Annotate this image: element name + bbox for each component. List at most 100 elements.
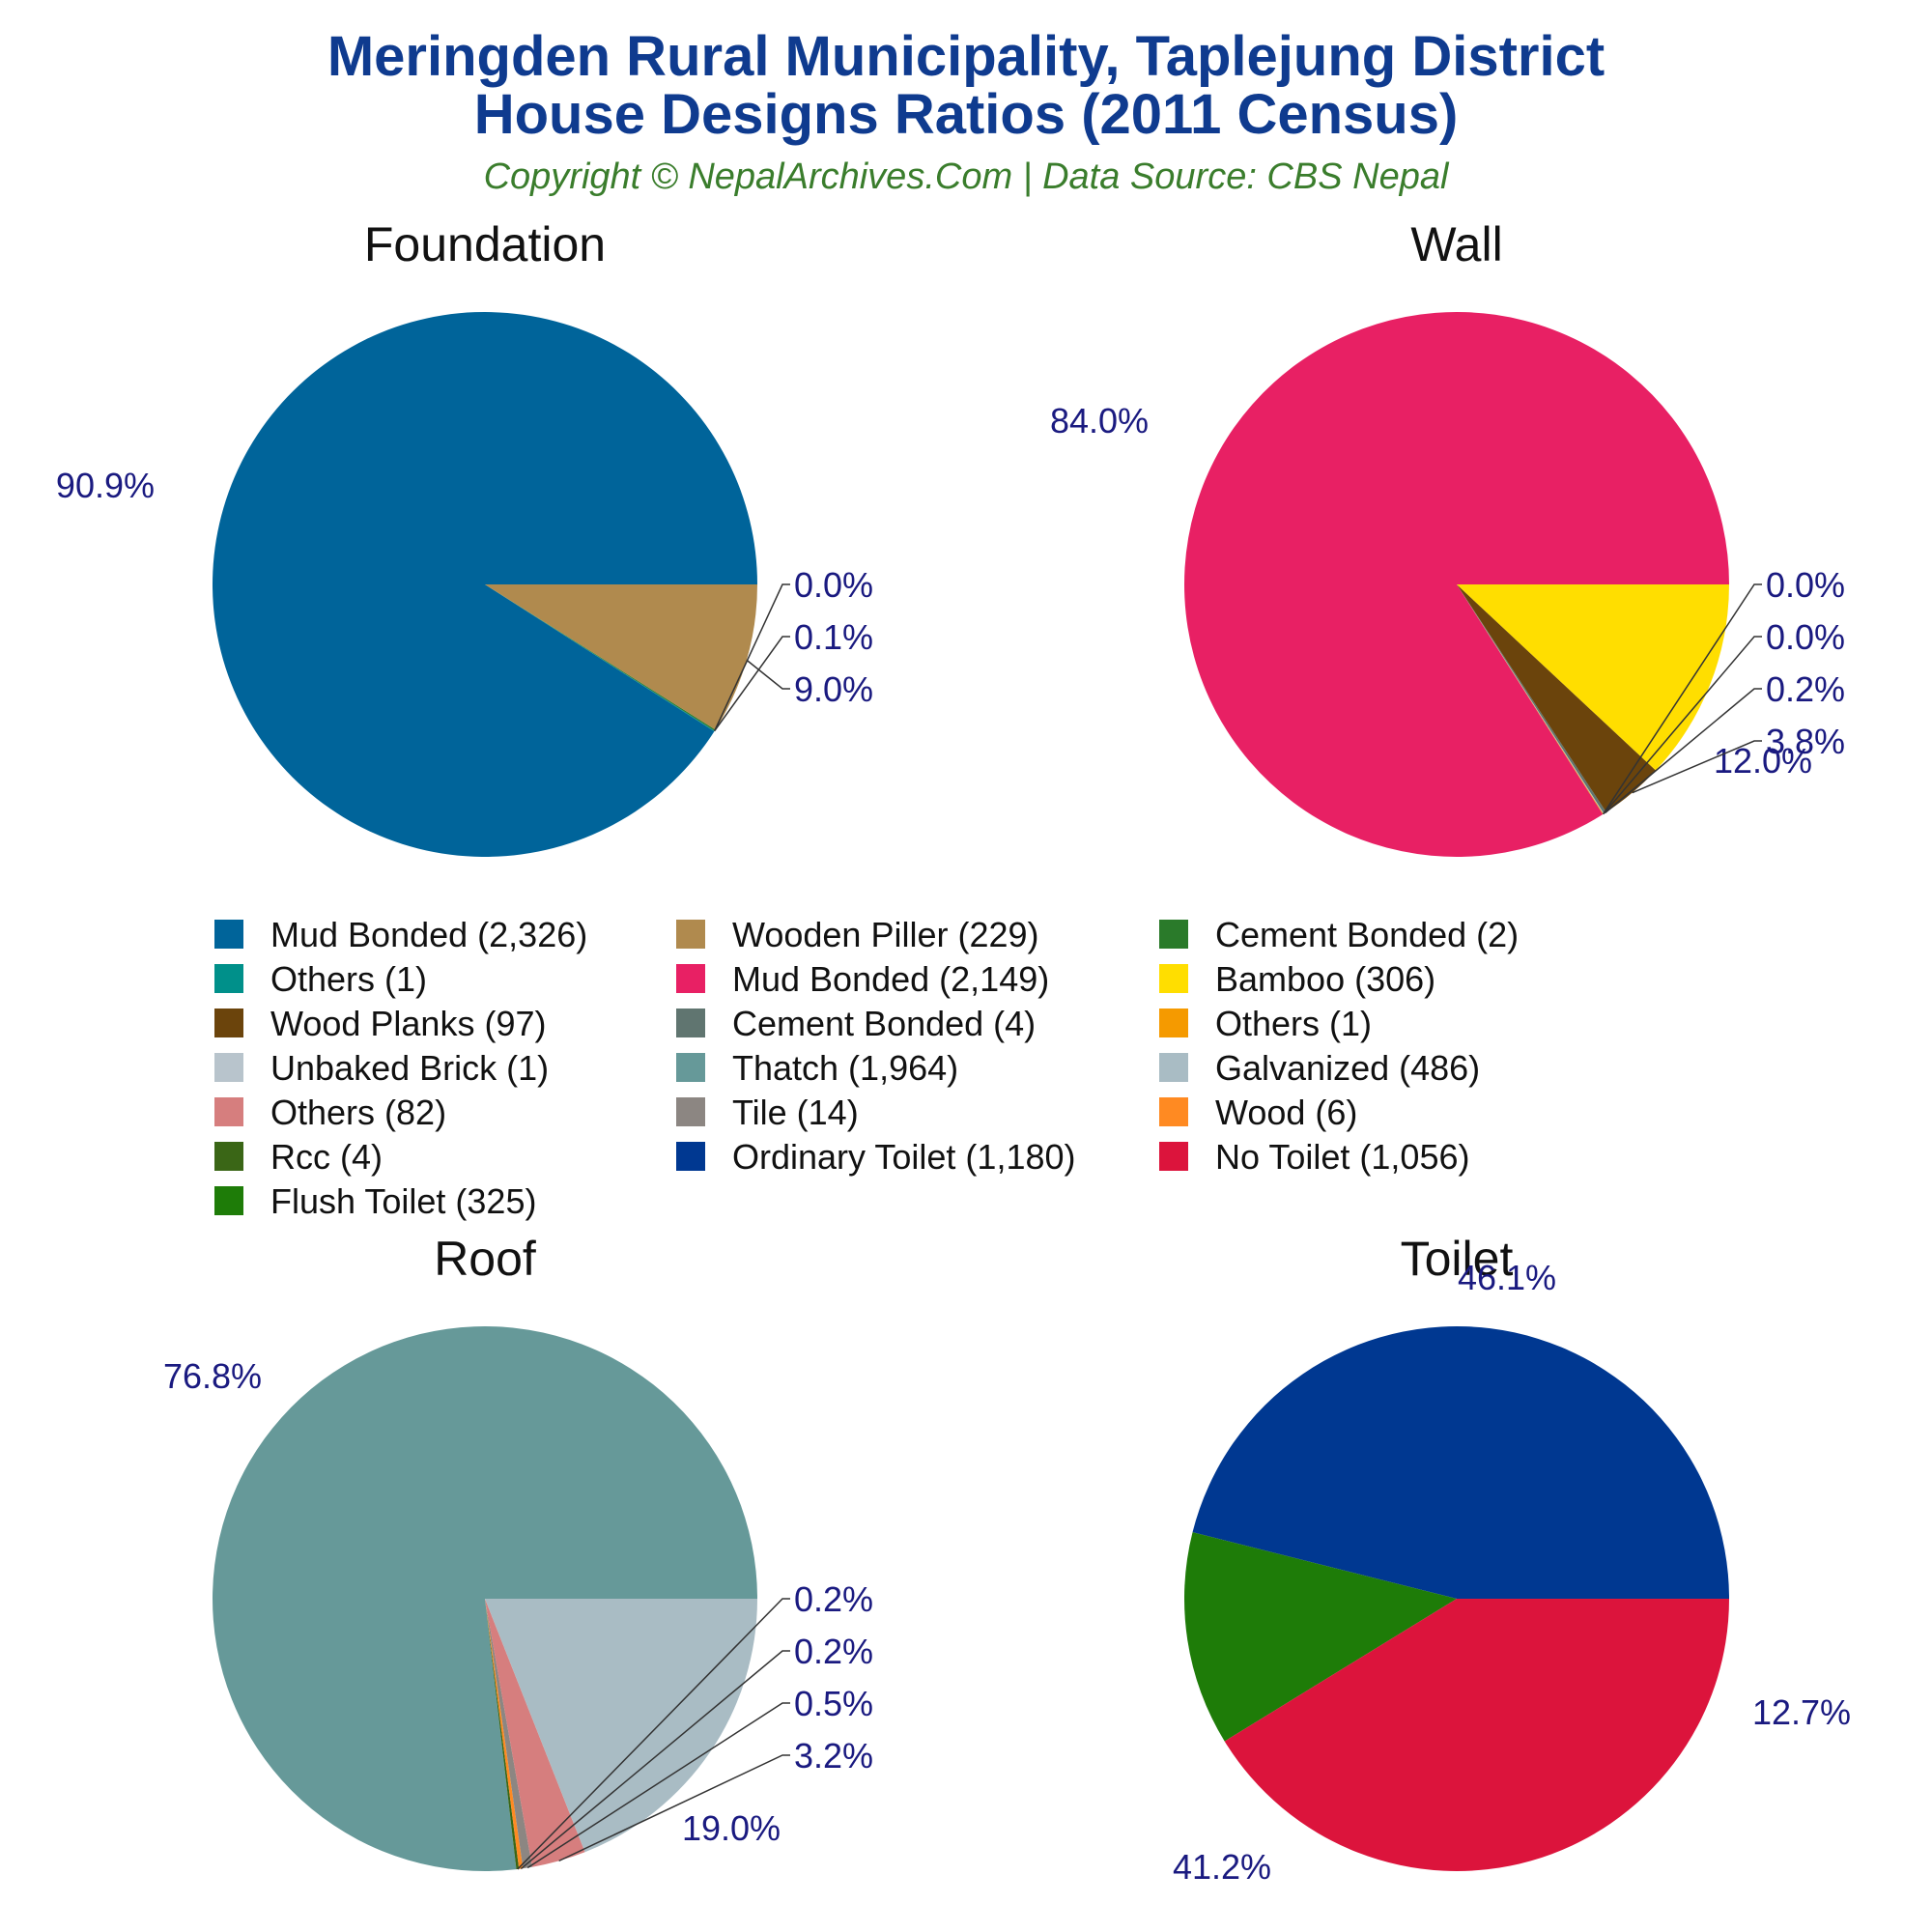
legend: Mud Bonded (2,326) Wooden Piller (229) Cem… (214, 915, 1519, 1221)
legend-label: Others (1) (270, 959, 427, 999)
legend-swatch (1159, 920, 1188, 949)
callout-line-unbaked-brick-1 (1603, 636, 1762, 814)
legend-item-galvanized-486: Galvanized (486) (1159, 1048, 1480, 1088)
pct-label-unbaked-brick-1: 0.0% (1766, 617, 1845, 657)
legend-item-mud-bonded-2-326: Mud Bonded (2,326) (214, 915, 587, 954)
pct-label-wooden-piller-229: 9.0% (794, 669, 873, 709)
pie-wall: 84.0% 12.0% 0.0% 0.0% 0.2% 3.8% (1050, 312, 1845, 858)
legend-swatch (1159, 964, 1188, 993)
pct-label-mud-bonded-2-149: 84.0% (1050, 401, 1149, 440)
legend-swatch (676, 1142, 705, 1171)
legend-swatch (214, 964, 243, 993)
legend-label: Unbaked Brick (1) (270, 1048, 549, 1088)
legend-item-cement-bonded-4: Cement Bonded (4) (676, 1004, 1036, 1043)
legend-label: No Toilet (1,056) (1215, 1137, 1469, 1177)
pct-label-mud-bonded-2-326: 90.9% (56, 466, 155, 505)
pct-label-cement-bonded-4: 0.2% (1766, 669, 1845, 709)
pct-label-galvanized-486: 19.0% (682, 1808, 781, 1848)
legend-swatch (1159, 1097, 1188, 1126)
pie-slice-unbaked-brick-1 (1457, 584, 1605, 814)
legend-item-unbaked-brick-1: Unbaked Brick (1) (214, 1048, 549, 1088)
legend-item-mud-bonded-2-149: Mud Bonded (2,149) (676, 959, 1049, 999)
legend-item-flush-toilet-325: Flush Toilet (325) (214, 1181, 536, 1221)
pct-label-wood-6: 0.2% (794, 1632, 873, 1671)
pie-slice-wood-6 (485, 1599, 524, 1869)
legend-swatch (214, 920, 243, 949)
pie-slice-galvanized-486 (485, 1599, 757, 1853)
legend-swatch (676, 1053, 705, 1082)
legend-label: Wooden Piller (229) (732, 915, 1039, 954)
callout-line-others-1 (713, 583, 790, 732)
pie-slice-others-1 (1457, 584, 1604, 814)
legend-swatch (1159, 1009, 1188, 1037)
pie-slice-wood-planks-97 (1457, 584, 1657, 812)
legend-label: Cement Bonded (2) (1215, 915, 1519, 954)
pct-label-cement-bonded-2: 0.1% (794, 617, 873, 657)
legend-label: Ordinary Toilet (1,180) (732, 1137, 1076, 1177)
pie-slice-tile-14 (485, 1599, 532, 1869)
chart-title-line2: House Designs Ratios (2011 Census) (474, 83, 1459, 146)
pie-slice-mud-bonded-2-326 (212, 311, 757, 858)
pie-slice-no-toilet-1-056 (1224, 1599, 1729, 1871)
pie-roof: 76.8% 19.0% 0.2% 0.2% 0.5% 3.2% (163, 1325, 873, 1872)
legend-label: Rcc (4) (270, 1137, 383, 1177)
legend-item-wooden-piller-229: Wooden Piller (229) (676, 915, 1039, 954)
pie-title-toilet: Toilet (1401, 1232, 1514, 1286)
legend-swatch (676, 1009, 705, 1037)
chart-subtitle: Copyright © NepalArchives.Com | Data Sou… (484, 156, 1450, 197)
legend-item-cement-bonded-2: Cement Bonded (2) (1159, 915, 1519, 954)
callout-line-wood-planks-97 (1632, 740, 1762, 794)
pie-title-foundation: Foundation (364, 217, 606, 271)
pie-slice-others-1 (485, 584, 715, 732)
legend-item-others-1: Others (1) (1159, 1004, 1372, 1043)
pie-slice-flush-toilet-325 (1183, 1532, 1457, 1742)
legend-item-wood-6: Wood (6) (1159, 1093, 1357, 1132)
legend-label: Tile (14) (732, 1093, 859, 1132)
callout-line-rcc-4 (517, 1598, 790, 1870)
callout-line-others-1 (1602, 583, 1762, 815)
legend-item-wood-planks-97: Wood Planks (97) (214, 1004, 546, 1043)
pie-toilet: 46.1% 12.7% 41.2% (1173, 1258, 1851, 1887)
pct-label-wood-planks-97: 3.8% (1766, 722, 1845, 761)
pct-label-others-82: 3.2% (794, 1736, 873, 1776)
legend-label: Wood Planks (97) (270, 1004, 546, 1043)
legend-swatch (676, 920, 705, 949)
legend-label: Thatch (1,964) (732, 1048, 958, 1088)
legend-label: Others (1) (1215, 1004, 1372, 1043)
pie-title-wall: Wall (1410, 217, 1502, 271)
legend-item-bamboo-306: Bamboo (306) (1159, 959, 1435, 999)
legend-swatch (214, 1097, 243, 1126)
legend-label: Mud Bonded (2,149) (732, 959, 1049, 999)
legend-label: Cement Bonded (4) (732, 1004, 1036, 1043)
pct-label-ordinary-toilet-1-180: 46.1% (1458, 1258, 1556, 1297)
pie-slice-cement-bonded-2 (485, 584, 716, 731)
callout-line-cement-bonded-4 (1605, 688, 1762, 814)
pct-label-flush-toilet-325: 12.7% (1752, 1692, 1851, 1732)
legend-label: Wood (6) (1215, 1093, 1357, 1132)
legend-item-others-82: Others (82) (214, 1093, 446, 1132)
pct-label-tile-14: 0.5% (794, 1684, 873, 1723)
legend-swatch (676, 964, 705, 993)
pie-title-roof: Roof (434, 1232, 536, 1286)
legend-item-tile-14: Tile (14) (676, 1093, 859, 1132)
legend-item-rcc-4: Rcc (4) (214, 1137, 383, 1177)
pie-slice-others-82 (485, 1599, 585, 1867)
legend-item-thatch-1-964: Thatch (1,964) (676, 1048, 958, 1088)
legend-label: Others (82) (270, 1093, 446, 1132)
pie-slice-rcc-4 (485, 1599, 520, 1870)
pie-slice-bamboo-306 (1457, 584, 1729, 771)
pct-label-thatch-1-964: 76.8% (163, 1356, 262, 1396)
legend-swatch (214, 1186, 243, 1215)
legend-label: Bamboo (306) (1215, 959, 1435, 999)
pct-label-rcc-4: 0.2% (794, 1579, 873, 1619)
legend-swatch (1159, 1142, 1188, 1171)
legend-item-ordinary-toilet-1-180: Ordinary Toilet (1,180) (676, 1137, 1076, 1177)
pct-label-no-toilet-1-056: 41.2% (1173, 1847, 1271, 1887)
legend-item-others-1: Others (1) (214, 959, 427, 999)
callout-line-tile-14 (526, 1702, 790, 1869)
pie-slice-mud-bonded-2-149 (1184, 312, 1729, 858)
legend-swatch (1159, 1053, 1188, 1082)
callout-line-others-82 (558, 1754, 790, 1862)
pie-slice-wooden-piller-229 (485, 584, 757, 730)
